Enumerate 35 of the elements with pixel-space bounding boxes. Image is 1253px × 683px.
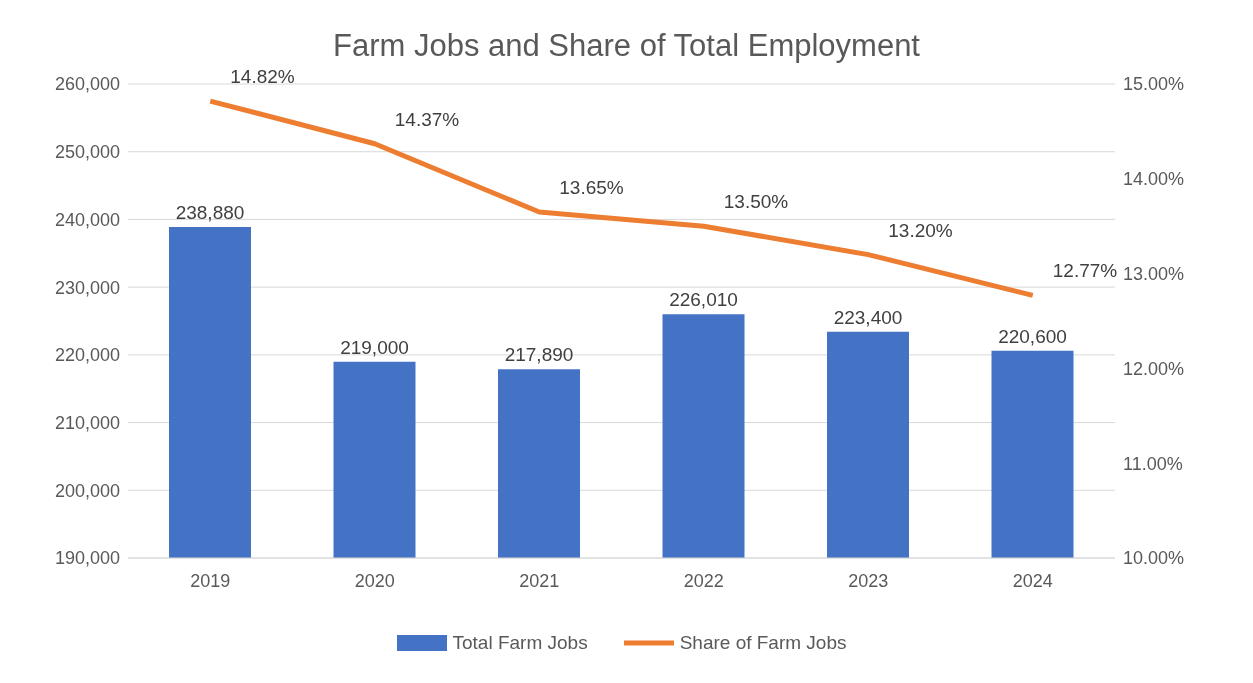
chart-title: Farm Jobs and Share of Total Employment: [332, 28, 921, 64]
legend-label: Share of Farm Jobs: [678, 632, 847, 654]
y2-tick-label: 11.00%: [1123, 453, 1183, 474]
data-label: 238,880: [175, 202, 245, 224]
x-tick-label: 2020: [354, 570, 395, 591]
y2-tick-label: 12.00%: [1123, 358, 1185, 379]
y-tick-label: 220,000: [54, 345, 120, 366]
y-tick-label: 240,000: [54, 209, 120, 230]
y2-tick-label: 14.00%: [1123, 169, 1185, 190]
y-tick-label: 250,000: [54, 142, 120, 163]
legend-label: Total Farm Jobs: [451, 632, 588, 654]
data-label: 12.77%: [1052, 260, 1118, 282]
x-tick-label: 2021: [519, 570, 560, 591]
y2-tick-label: 13.00%: [1123, 263, 1185, 284]
data-label: 14.37%: [394, 108, 460, 130]
data-label: 220,600: [998, 325, 1067, 347]
x-tick-label: 2024: [1012, 570, 1053, 591]
y-tick-label: 190,000: [54, 548, 120, 569]
data-label: 14.82%: [230, 66, 295, 88]
data-label: 13.50%: [723, 191, 789, 213]
data-label: 219,000: [340, 336, 409, 358]
y-tick-label: 200,000: [54, 480, 120, 501]
y-tick-label: 210,000: [54, 412, 120, 433]
x-tick-label: 2019: [190, 570, 231, 591]
data-label: 13.65%: [559, 176, 624, 198]
data-label: 217,890: [504, 344, 574, 366]
x-tick-label: 2022: [683, 570, 724, 591]
data-label: 13.20%: [888, 219, 953, 241]
data-label: 223,400: [833, 306, 903, 328]
y-tick-label: 260,000: [54, 74, 120, 95]
data-label: 226,010: [669, 289, 738, 311]
y2-tick-label: 10.00%: [1123, 548, 1185, 569]
x-tick-label: 2023: [848, 570, 889, 591]
y2-tick-label: 15.00%: [1123, 74, 1185, 95]
y-tick-label: 230,000: [54, 277, 120, 298]
